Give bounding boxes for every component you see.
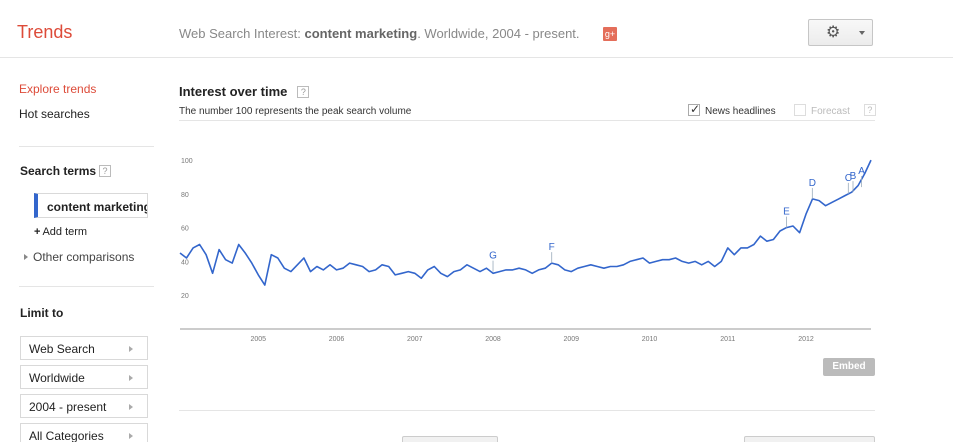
plus-icon: +	[34, 226, 41, 238]
sidebar: Explore trends Hot searches Search terms…	[0, 58, 165, 442]
chart-header-divider	[179, 120, 875, 121]
news-headlines-checkbox[interactable]	[688, 102, 700, 116]
filter-label: 2004 - present	[29, 400, 107, 414]
gear-icon: ⚙	[826, 24, 841, 41]
sidebar-divider	[19, 286, 154, 287]
forecast-checkbox	[794, 104, 806, 116]
chevron-right-icon	[129, 346, 133, 352]
filter-label: Web Search	[29, 342, 95, 356]
interest-over-time-chart[interactable]: 20 40 60 80 100 2005 2006 2007 2008 2009 2010 2011 2…	[170, 150, 875, 350]
news-marker-label: B	[850, 171, 857, 182]
description-prefix: Web Search Interest:	[179, 26, 305, 41]
other-comparisons-toggle[interactable]: Other comparisons	[24, 250, 134, 264]
search-terms-heading: Search terms?	[20, 164, 112, 178]
x-tick-label: 2012	[798, 336, 814, 343]
y-tick-label: 80	[181, 192, 189, 199]
x-tick-label: 2005	[250, 336, 266, 343]
chart-subtitle: The number 100 represents the peak searc…	[179, 106, 412, 117]
interest-over-time-heading: Interest over time?	[179, 84, 310, 99]
forecast-toggle: Forecast?	[794, 104, 876, 117]
help-icon: ?	[863, 104, 876, 116]
region-options-button[interactable]	[744, 436, 875, 442]
embed-button[interactable]: Embed	[823, 358, 875, 376]
news-marker-label: C	[845, 173, 852, 184]
search-description: Web Search Interest: content marketing. …	[179, 26, 580, 41]
help-icon[interactable]: ?	[99, 165, 112, 177]
series-line	[179, 159, 872, 286]
search-terms-label: Search terms	[20, 164, 97, 178]
sidebar-item-hot-searches[interactable]: Hot searches	[19, 107, 90, 121]
other-comparisons-label: Other comparisons	[33, 250, 135, 264]
description-term: content marketing	[304, 26, 418, 41]
y-tick-label: 20	[181, 293, 189, 300]
y-tick-label: 40	[181, 259, 189, 266]
search-term-chip[interactable]: content marketing	[34, 193, 148, 218]
y-tick-label: 100	[181, 158, 193, 165]
news-marker-label: E	[783, 207, 790, 218]
chevron-right-icon	[129, 404, 133, 410]
news-marker-label: F	[549, 242, 555, 253]
news-headlines-label: News headlines	[705, 106, 776, 117]
x-tick-label: 2008	[485, 336, 501, 343]
x-tick-label: 2007	[407, 336, 423, 343]
chart-footer-divider	[179, 410, 875, 411]
chevron-down-icon	[859, 31, 865, 35]
news-marker-label: D	[809, 178, 816, 189]
add-term-link[interactable]: + Add term	[34, 226, 87, 238]
google-plus-share-icon[interactable]: g+	[603, 27, 617, 41]
filter-property-select[interactable]: Web Search	[20, 336, 148, 360]
news-marker-label: G	[489, 251, 497, 262]
news-headlines-toggle[interactable]: News headlines	[688, 102, 776, 117]
filter-category-select[interactable]: All Categories	[20, 423, 148, 442]
region-view-toggle[interactable]	[402, 436, 498, 442]
news-marker-label: A	[858, 166, 865, 177]
chevron-right-icon	[129, 433, 133, 439]
sidebar-item-explore-trends[interactable]: Explore trends	[19, 82, 97, 96]
filter-label: All Categories	[29, 429, 104, 442]
sidebar-divider	[19, 146, 154, 147]
description-suffix: . Worldwide, 2004 - present.	[417, 26, 580, 41]
chevron-right-icon	[129, 375, 133, 381]
forecast-label: Forecast	[811, 106, 850, 117]
x-tick-label: 2006	[329, 336, 345, 343]
x-tick-label: 2009	[563, 336, 579, 343]
help-icon[interactable]: ?	[297, 86, 310, 98]
chart-heading-label: Interest over time	[179, 84, 288, 99]
limit-to-heading: Limit to	[20, 306, 64, 320]
y-tick-label: 60	[181, 226, 189, 233]
settings-button[interactable]: ⚙	[808, 19, 873, 46]
filter-location-select[interactable]: Worldwide	[20, 365, 148, 389]
filter-label: Worldwide	[29, 371, 85, 385]
filter-time-range-select[interactable]: 2004 - present	[20, 394, 148, 418]
trends-logo[interactable]: Trends	[17, 22, 73, 42]
add-term-label: Add term	[42, 226, 88, 238]
x-tick-label: 2011	[720, 336, 735, 343]
top-bar: Trends Web Search Interest: content mark…	[0, 0, 953, 58]
chevron-right-icon	[24, 254, 28, 260]
x-tick-label: 2010	[642, 336, 658, 343]
